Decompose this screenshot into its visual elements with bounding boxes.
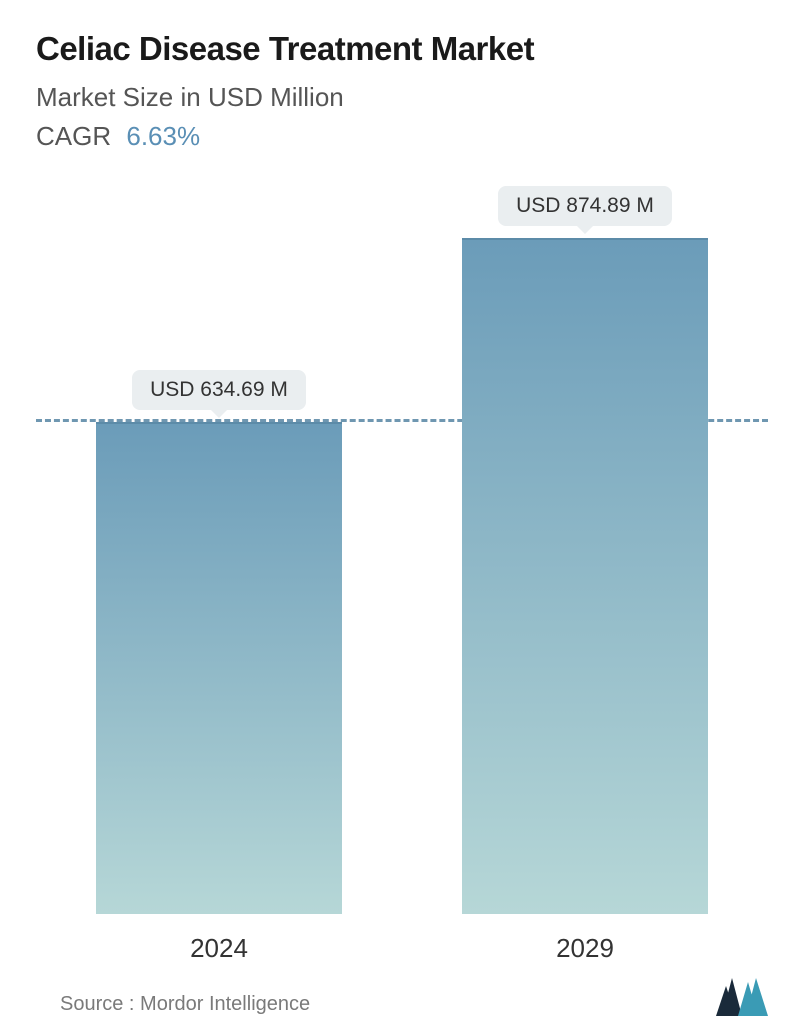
cagr-label: CAGR xyxy=(36,121,111,151)
bar-group-2029: USD 874.89 M xyxy=(462,186,708,914)
chart-container: Celiac Disease Treatment Market Market S… xyxy=(0,0,796,1034)
x-axis-labels: 2024 2029 xyxy=(36,933,768,964)
source-text: Source : Mordor Intelligence xyxy=(60,993,310,1016)
bar-fill xyxy=(462,238,708,914)
bar-rect xyxy=(96,422,342,914)
bar-value-pill: USD 634.69 M xyxy=(132,370,306,410)
cagr-row: CAGR 6.63% xyxy=(36,121,768,152)
bar-rect xyxy=(462,238,708,914)
chart-title: Celiac Disease Treatment Market xyxy=(36,30,768,68)
chart-subtitle: Market Size in USD Million xyxy=(36,82,768,113)
mordor-logo-icon xyxy=(716,978,768,1016)
bars-row: USD 634.69 M USD 874.89 M xyxy=(36,205,768,914)
bar-group-2024: USD 634.69 M xyxy=(96,370,342,914)
x-axis-label: 2024 xyxy=(96,933,342,964)
cagr-value: 6.63% xyxy=(126,121,200,151)
bar-fill xyxy=(96,422,342,914)
footer: Source : Mordor Intelligence xyxy=(60,978,768,1016)
x-axis-label: 2029 xyxy=(462,933,708,964)
bar-value-pill: USD 874.89 M xyxy=(498,186,672,226)
